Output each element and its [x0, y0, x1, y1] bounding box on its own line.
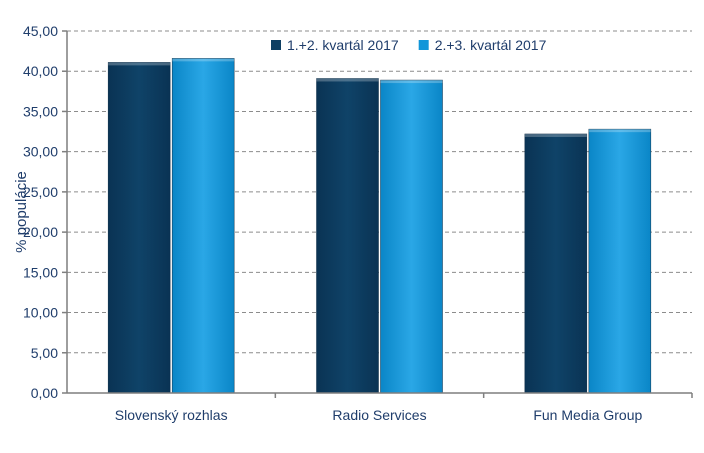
y-tick-label: 15,00 — [23, 264, 58, 280]
bar-2-3 — [588, 128, 652, 394]
legend-swatch-1 — [271, 40, 281, 50]
bar-top-highlight — [108, 62, 171, 66]
bar-1-3 — [524, 133, 588, 394]
legend: 1.+2. kvartál 2017 2.+3. kvartál 2017 — [271, 37, 547, 53]
y-tick-label: 45,00 — [23, 23, 58, 39]
y-tick-label: 0,00 — [31, 385, 58, 401]
legend-swatch-2 — [418, 40, 429, 50]
bar-1-1 — [107, 62, 171, 394]
bar-top-highlight — [524, 133, 587, 137]
y-tick-label: 30,00 — [23, 144, 58, 160]
legend-label-2: 2.+3. kvartál 2017 — [435, 37, 547, 53]
bar-top-highlight — [316, 78, 379, 82]
y-tick-label: 10,00 — [23, 305, 58, 321]
bar-2-1 — [171, 58, 235, 394]
bar-top-highlight — [588, 129, 651, 133]
bar-top-highlight — [172, 58, 235, 62]
y-tick-label: 25,00 — [23, 184, 58, 200]
bar-top-highlight — [380, 80, 443, 84]
bar-1-2 — [316, 78, 379, 394]
gridlines — [67, 30, 692, 354]
labels: 0,00 5,00 10,00 15,00 20,00 25,00 30,00 35,00 40… — [13, 23, 643, 423]
y-tick-label: 35,00 — [23, 103, 58, 119]
x-category-label: Slovenský rozhlas — [115, 407, 228, 423]
legend-label-1: 1.+2. kvartál 2017 — [287, 37, 399, 53]
y-axis-title: % populácie — [13, 171, 30, 253]
bar-2-2 — [380, 79, 443, 394]
axes — [62, 30, 693, 398]
y-tick-label: 5,00 — [31, 345, 58, 361]
bars — [107, 58, 652, 394]
y-tick-label: 20,00 — [23, 224, 58, 240]
x-category-label: Radio Services — [332, 407, 426, 423]
x-category-label: Fun Media Group — [533, 407, 642, 423]
y-tick-label: 40,00 — [23, 63, 58, 79]
